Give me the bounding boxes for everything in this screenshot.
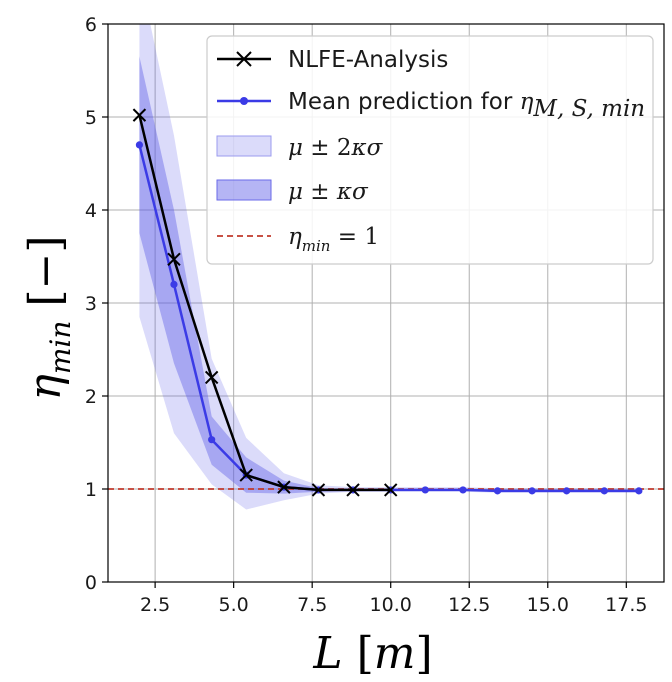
- x-tick-label-1: 5.0: [219, 594, 249, 616]
- data-point-mean-11: [528, 487, 536, 495]
- data-point-mean-9: [459, 486, 467, 494]
- legend-label-reference: ηmin = 1: [288, 224, 379, 255]
- data-point-mean-8: [421, 486, 429, 494]
- series-line-nlfe: [138, 114, 391, 492]
- data-point-mean-14: [635, 487, 643, 495]
- data-point-nlfe-6: [346, 483, 360, 497]
- data-point-nlfe-1: [167, 252, 181, 266]
- x-tick-label-2: 7.5: [297, 594, 327, 616]
- legend: NLFE-Analysis Mean prediction for ηM, S,…: [206, 35, 654, 265]
- legend-marker-nlfe: [236, 51, 252, 67]
- y-tick-label-2: 2: [85, 386, 97, 408]
- y-axis-label: ηmin [−]: [20, 235, 77, 400]
- legend-swatch-band-k: [216, 179, 272, 201]
- data-point-mean-13: [600, 487, 608, 495]
- y-tick-label-5: 5: [85, 107, 97, 129]
- legend-label-band-k: μ ± κσ: [288, 179, 369, 205]
- x-tick-label-6: 17.5: [605, 594, 647, 616]
- legend-marker-mean: [240, 97, 248, 105]
- x-tick-label-5: 15.0: [527, 594, 569, 616]
- y-tick-label-1: 1: [85, 479, 97, 501]
- data-point-nlfe-5: [311, 483, 326, 497]
- y-tick-label-0: 0: [85, 572, 97, 594]
- legend-swatch-band-2k: [216, 135, 272, 157]
- axis-ticks: 2.5 5.0 7.5 10.0 12.5 15.0 17.5 0 1 2 3 4 5 6: [85, 14, 648, 616]
- y-tick-label-4: 4: [85, 200, 97, 222]
- y-tick-label-6: 6: [85, 14, 97, 36]
- x-tick-label-4: 12.5: [448, 594, 490, 616]
- data-point-mean-2: [208, 436, 216, 444]
- x-tick-label-3: 10.0: [370, 594, 412, 616]
- data-point-mean-0: [135, 141, 144, 149]
- legend-label-nlfe: NLFE-Analysis: [288, 47, 448, 73]
- data-point-nlfe-3: [239, 468, 253, 482]
- legend-box: [206, 35, 654, 265]
- legend-label-band-2k: μ ± 2κσ: [288, 135, 384, 161]
- data-point-nlfe-7: [384, 483, 398, 497]
- data-point-nlfe-4: [277, 480, 291, 494]
- data-point-nlfe-0: [132, 108, 147, 122]
- data-point-mean-1: [170, 280, 178, 288]
- legend-label-mean: Mean prediction for ηM, S, min: [288, 89, 645, 122]
- data-point-nlfe-2: [204, 370, 219, 385]
- data-point-mean-12: [563, 487, 571, 495]
- data-point-mean-10: [493, 487, 502, 495]
- y-tick-label-3: 3: [85, 293, 97, 315]
- series: [132, 108, 643, 497]
- x-tick-label-0: 2.5: [140, 594, 170, 616]
- x-axis-label: L [m]: [312, 628, 432, 679]
